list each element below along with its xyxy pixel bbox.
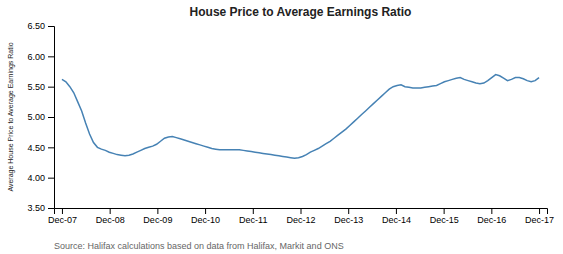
- y-tick-label: 4.00: [27, 173, 45, 183]
- x-tick-mark: [110, 208, 111, 214]
- x-tick: Dec-12: [286, 208, 315, 225]
- y-tick-mark: [48, 178, 54, 179]
- y-tick: 6.50: [27, 21, 54, 31]
- y-axis-title: Average House Price to Average Earnings …: [7, 42, 15, 191]
- x-tick: Dec-13: [334, 208, 363, 225]
- x-axis-line: [55, 209, 548, 215]
- x-tick: Dec-09: [143, 208, 172, 225]
- y-tick-label: 6.00: [27, 52, 45, 62]
- x-tick: Dec-11: [239, 208, 267, 225]
- x-tick-label: Dec-13: [334, 215, 363, 225]
- line: [62, 75, 539, 159]
- x-tick-label: Dec-08: [96, 215, 125, 225]
- x-tick-label: Dec-17: [525, 215, 554, 225]
- x-axis: Dec-07 Dec-08 Dec-09 Dec-10 Dec-11 Dec-12 Dec-…: [48, 208, 554, 225]
- y-tick: 6.00: [27, 52, 54, 62]
- y-tick-mark: [48, 26, 54, 27]
- x-tick: Dec-14: [382, 208, 411, 225]
- y-tick-mark: [48, 87, 54, 88]
- x-tick-label: Dec-10: [191, 215, 220, 225]
- x-tick-mark: [539, 208, 540, 214]
- plot-area: [62, 75, 539, 159]
- y-tick-label: 3.50: [27, 203, 45, 213]
- y-tick-mark: [48, 147, 54, 148]
- x-tick: Dec-17: [525, 208, 554, 225]
- chart: Dec-07 Dec-08 Dec-09 Dec-10 Dec-11 Dec-12 Dec-…: [0, 0, 563, 254]
- x-tick-label: Dec-16: [477, 215, 506, 225]
- x-tick-label: Dec-07: [48, 215, 77, 225]
- y-tick-mark: [48, 56, 54, 57]
- x-tick-mark: [157, 208, 158, 214]
- x-tick: Dec-07: [48, 208, 77, 225]
- y-tick: 5.00: [27, 112, 54, 122]
- x-tick-label: Dec-11: [239, 215, 267, 225]
- x-tick-label: Dec-15: [430, 215, 459, 225]
- source-note: Source: Halifax calculations based on da…: [54, 241, 344, 251]
- x-tick: Dec-16: [477, 208, 506, 225]
- title: House Price to Average Earnings Ratio: [190, 5, 412, 19]
- x-tick-mark: [253, 208, 254, 214]
- y-tick-label: 6.50: [27, 21, 45, 31]
- x-tick: Dec-15: [430, 208, 459, 225]
- x-tick-mark: [62, 208, 63, 214]
- y-tick: 5.50: [27, 82, 54, 92]
- x-tick-label: Dec-09: [143, 215, 172, 225]
- x-tick-mark: [444, 208, 445, 214]
- x-tick-label: Dec-12: [286, 215, 315, 225]
- x-tick: Dec-10: [191, 208, 220, 225]
- y-tick: 4.00: [27, 173, 54, 183]
- x-tick: Dec-08: [96, 208, 125, 225]
- y-tick-mark: [48, 208, 54, 209]
- x-tick-mark: [205, 208, 206, 214]
- y-axis-line: [48, 27, 55, 209]
- x-tick-mark: [348, 208, 349, 214]
- y-tick-label: 5.00: [27, 112, 45, 122]
- y-tick: 3.50: [27, 203, 54, 213]
- y-tick-label: 4.50: [27, 143, 45, 153]
- x-tick-mark: [491, 208, 492, 214]
- y-tick-mark: [48, 117, 54, 118]
- y-axis: 3.50 4.00 4.50 5.00 5.50 6.00 6.50: [27, 21, 54, 213]
- x-tick-label: Dec-14: [382, 215, 411, 225]
- x-tick-mark: [396, 208, 397, 214]
- y-tick-label: 5.50: [27, 82, 45, 92]
- y-tick: 4.50: [27, 143, 54, 153]
- x-tick-mark: [301, 208, 302, 214]
